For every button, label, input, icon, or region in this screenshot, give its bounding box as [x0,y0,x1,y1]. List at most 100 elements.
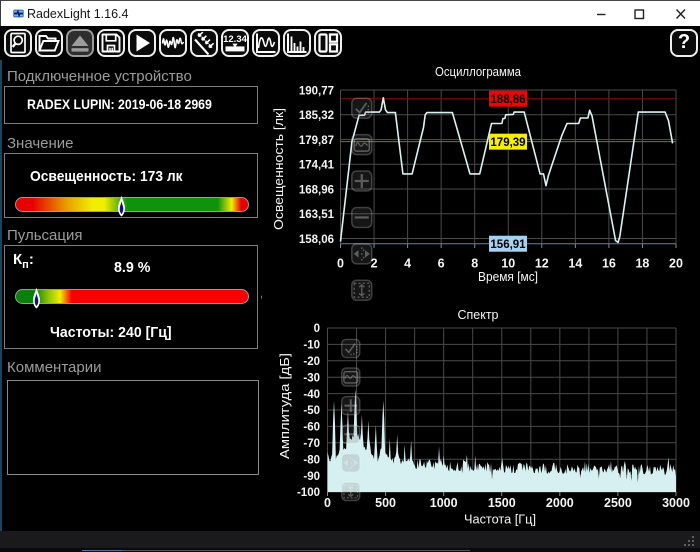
comments-section-label: Комментарии [7,359,102,376]
chart-zoom-out-button[interactable] [340,424,361,445]
status-bar [0,531,700,548]
chart-apply-button[interactable] [350,97,373,120]
spec-ytick-label: -20 [303,356,320,368]
chart-zoom-in-button[interactable] [340,395,361,416]
spec-ytick-label: -40 [303,389,320,401]
window-left-border [0,26,2,548]
ref-label-box [489,235,527,252]
spectrum-view-button[interactable] [283,29,311,57]
osc-xtick-label: 10 [501,257,515,271]
minimize-button[interactable] [581,1,621,27]
pulsation-section-label: Пульсация [7,227,83,244]
ref-label-text: 156,91 [490,239,526,251]
spec-xtick-label: 2000 [546,496,574,510]
oscillogram-chart: Осциллограмма 190,77 185,32 179,87 174,41 168… [262,60,700,302]
spec-xtick-label: 1500 [488,496,516,510]
pulsation-marker [33,287,41,308]
eject-icon [71,35,89,52]
device-value: RADEX LUPIN: 2019-06-18 2969 [27,96,212,112]
numeric-display-button[interactable]: 12.34 [221,29,249,57]
spec-ytick-label: 0 [314,323,320,335]
osc-xtick-label: 12 [535,257,549,271]
start-measurement-button[interactable] [128,29,156,57]
chart-fit-width-button[interactable] [340,453,361,473]
spec-xtick-label: 3000 [662,496,690,510]
spectrum-ylabel: Амплитуда [дБ] [277,353,292,459]
osc-xtick-label: 2 [371,257,378,271]
resize-grip-icon[interactable] [683,535,695,546]
chart-zoom-in-button[interactable] [350,170,373,192]
osc-xtick-label: 6 [438,257,445,271]
spec-ytick-label: -50 [303,405,320,417]
spec-ytick-label: -30 [303,372,320,384]
spectrum-icon [287,33,307,53]
oscillogram-waveform [339,97,674,244]
value-box: Освещенность: 173 лк [4,153,258,218]
device-section-label: Подключенное устройство [7,68,192,85]
value-section-label: Значение [7,135,74,152]
oscillogram-icon [256,33,276,53]
waveform-icon [161,36,185,49]
spec-ytick-label: -60 [303,422,320,434]
illuminance-scale-bar [15,195,249,216]
osc-xtick-label: 18 [635,257,649,271]
ref-label-box [489,90,527,107]
osc-xtick-label: 14 [568,257,582,271]
chart-fit-height-button[interactable] [350,279,373,302]
chart-curve-button[interactable] [340,367,361,387]
chart-fit-height-button[interactable] [340,481,361,502]
comments-input[interactable] [7,380,259,475]
osc-ytick-label: 185,32 [299,110,334,122]
taskbar-line-accent [82,550,122,551]
layout-panels-button[interactable] [314,29,342,57]
osc-xtick-label: 8 [471,257,478,271]
osc-xtick-label: 0 [337,257,344,271]
chart-zoom-out-button[interactable] [350,206,373,229]
numeric-display-icon: 12.34 [223,34,247,52]
chart-fit-width-button[interactable] [350,243,373,265]
spec-ytick-label: -10 [303,340,320,352]
minimize-icon [597,13,606,16]
osc-ytick-label: 179,87 [299,135,334,147]
close-button[interactable] [661,1,700,27]
spec-xtick-label: 2500 [604,496,632,510]
illuminance-marker [117,195,125,216]
close-icon [675,9,686,19]
spec-xtick-label: 0 [324,496,331,510]
pulsation-box: Кп: 8.9 % Частоты: 240 [Гц] [4,245,258,349]
device-box: RADEX LUPIN: 2019-06-18 2969 [4,86,258,124]
spec-ytick-label: -70 [303,438,320,450]
osc-ytick-label: 174,41 [299,160,335,172]
oscillogram-title: Осциллограмма [435,64,522,79]
taskbar-line [82,550,470,551]
pulsation-scale-bar [15,287,249,308]
chart-curve-button[interactable] [350,133,373,156]
title-bar: RadexLight 1.16.4 [0,0,700,26]
osc-xtick-label: 4 [404,257,411,271]
record-waveform-button[interactable] [159,29,187,57]
layout-icon [318,33,339,53]
spec-xtick-label: 500 [375,496,396,510]
help-button[interactable]: ? [669,28,699,58]
spec-ytick-label: -90 [303,471,320,483]
oscillogram-view-button[interactable] [252,29,280,57]
app-icon [13,9,24,18]
eject-device-button[interactable] [66,29,94,57]
osc-ytick-label: 168,96 [299,184,334,196]
maximize-button[interactable] [621,1,661,27]
maximize-icon [634,9,645,20]
kp-label: Кп: [13,251,34,271]
save-button[interactable] [97,29,125,57]
light-rays-button[interactable] [190,29,218,57]
spectrum-xlabel: Частота [Гц] [464,512,536,527]
oscillogram-xlabel: Время [мс] [478,269,538,284]
osc-ytick-label: 190,77 [299,85,334,97]
spectrum-chart: Спектр 0 -10 -20 -30 -40 -50 -60 -70 -80 -90 -100 0 5… [262,302,700,531]
chart-apply-button[interactable] [340,338,361,359]
zoom-document-button[interactable] [4,29,32,57]
illuminance-reading: Освещенность: 173 лк [30,168,183,185]
kp-value: 8.9 % [114,259,151,276]
frequency-value: Частоты: 240 [Гц] [50,324,172,341]
spec-ytick-label: -80 [303,454,320,466]
open-file-button[interactable] [35,29,63,57]
